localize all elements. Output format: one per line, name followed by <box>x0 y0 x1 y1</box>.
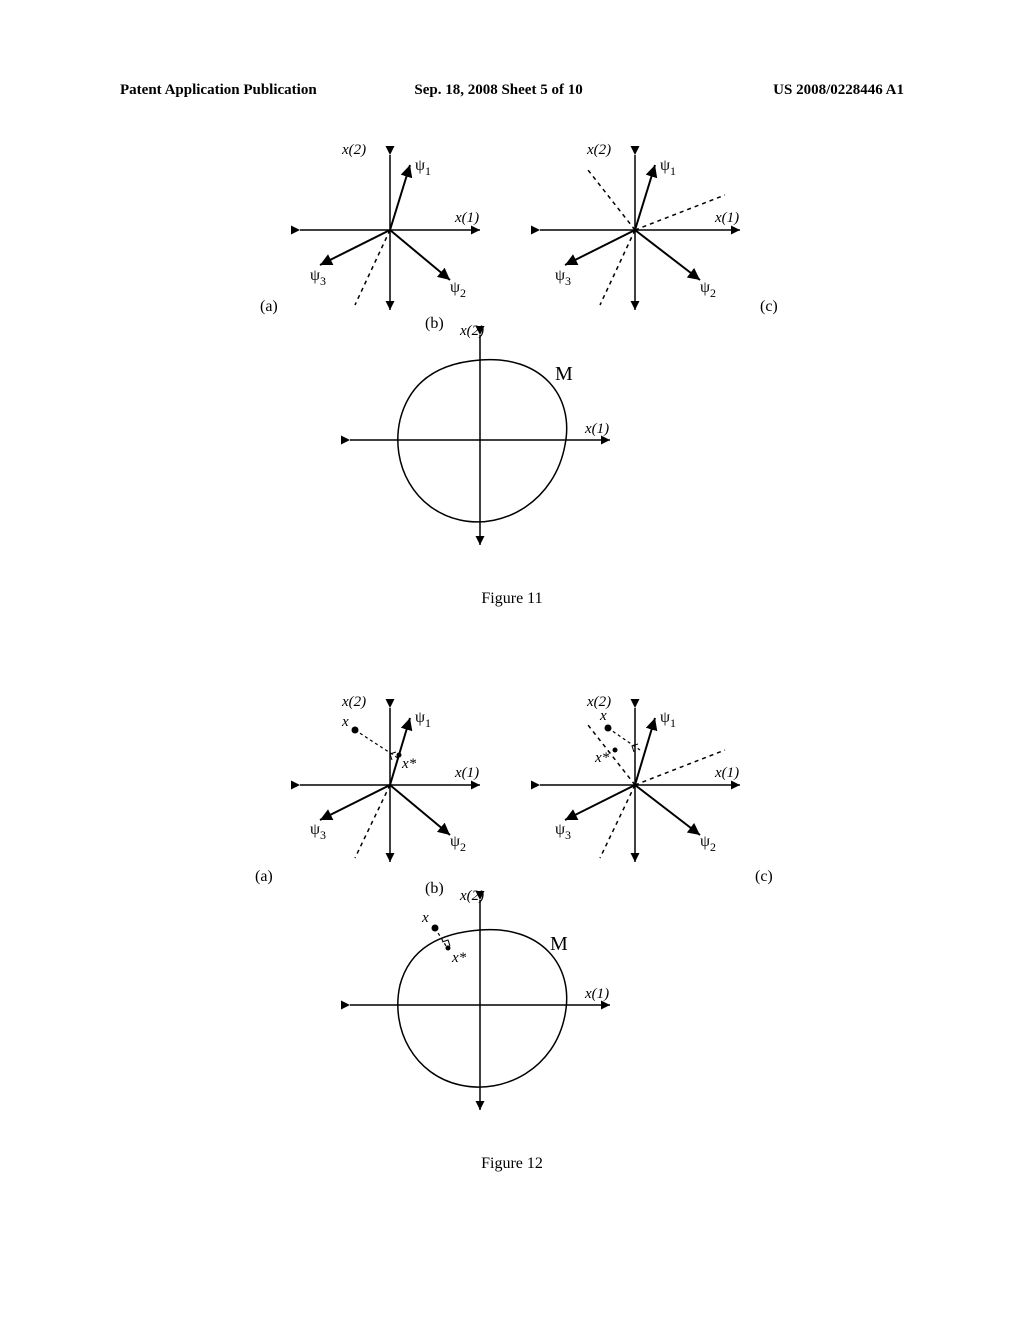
fig11b-xlabel: x(1) <box>584 421 609 437</box>
svg-text:ψ3: ψ3 <box>555 821 571 842</box>
fig11a-psi2: ψ <box>450 279 460 296</box>
fig12a-psi3s: 3 <box>320 828 326 842</box>
fig12c-psi2s: 2 <box>710 840 716 854</box>
fig12c-psi2: ψ <box>700 833 710 850</box>
fig11a-psi1s: 1 <box>425 164 431 178</box>
fig12a-ylabel: x(2) <box>341 694 366 710</box>
page: Patent Application Publication Sep. 18, … <box>0 0 1024 1320</box>
fig11-caption: Figure 11 <box>481 590 542 608</box>
fig11b-manifold: M <box>555 363 573 385</box>
svg-text:ψ3: ψ3 <box>310 821 326 842</box>
svg-text:ψ1: ψ1 <box>415 157 431 178</box>
fig12c-psi1: ψ <box>660 709 670 726</box>
svg-text:ψ3: ψ3 <box>555 267 571 288</box>
fig11a-ylabel: x(2) <box>341 142 366 158</box>
svg-text:ψ2: ψ2 <box>450 279 466 300</box>
header-right: US 2008/0228446 A1 <box>773 82 904 99</box>
fig12-panel-c: x(2) x(1) ψ1 ψ2 ψ3 x x* <box>520 690 760 870</box>
fig11-panel-a: x(2) x(1) ψ1 ψ2 ψ3 <box>280 140 500 320</box>
svg-text:ψ1: ψ1 <box>415 709 431 730</box>
fig12c-psi1s: 1 <box>670 716 676 730</box>
svg-text:ψ2: ψ2 <box>700 279 716 300</box>
fig12c-ylabel: x(2) <box>586 694 611 710</box>
fig12b-ylabel: x(2) <box>459 890 484 904</box>
fig11a-psi2s: 2 <box>460 286 466 300</box>
fig12c-psi3: ψ <box>555 821 565 838</box>
fig11c-psi1s: 1 <box>670 164 676 178</box>
fig12-panel-b: x(2) x(1) M x x* <box>330 890 630 1120</box>
header-center: Sep. 18, 2008 Sheet 5 of 10 <box>414 82 582 99</box>
fig12c-x: x <box>599 708 607 724</box>
svg-text:ψ2: ψ2 <box>450 833 466 854</box>
fig11a-psi1: ψ <box>415 157 425 174</box>
fig11-label-a: (a) <box>260 298 278 316</box>
fig12a-x: x <box>341 714 349 730</box>
fig12b-xstar: x* <box>451 950 467 966</box>
fig11c-psi2: ψ <box>700 279 710 296</box>
fig11c-psi3s: 3 <box>565 274 571 288</box>
fig12c-psi3s: 3 <box>565 828 571 842</box>
fig11a-psi3: ψ <box>310 267 320 284</box>
fig11-panel-b: x(2) x(1) M <box>330 325 630 555</box>
fig12-label-a: (a) <box>255 868 273 886</box>
fig12-panel-a: x(2) x(1) ψ1 ψ2 ψ3 x x* <box>280 690 500 870</box>
fig11c-ylabel: x(2) <box>586 142 611 158</box>
fig11c-psi3: ψ <box>555 267 565 284</box>
page-header: Patent Application Publication Sep. 18, … <box>120 82 904 99</box>
svg-text:ψ2: ψ2 <box>700 833 716 854</box>
fig12a-psi1s: 1 <box>425 716 431 730</box>
fig11a-xlabel: x(1) <box>454 210 479 226</box>
fig12b-manifold: M <box>550 933 568 955</box>
fig12c-xstar: x* <box>594 750 610 766</box>
fig11c-xlabel: x(1) <box>714 210 739 226</box>
fig11c-psi1: ψ <box>660 157 670 174</box>
fig12a-psi3: ψ <box>310 821 320 838</box>
fig11-label-c: (c) <box>760 298 778 316</box>
fig12a-psi1: ψ <box>415 709 425 726</box>
svg-text:ψ1: ψ1 <box>660 157 676 178</box>
fig12a-xstar: x* <box>401 756 417 772</box>
fig12-caption: Figure 12 <box>481 1155 543 1173</box>
svg-text:ψ3: ψ3 <box>310 267 326 288</box>
fig11b-ylabel: x(2) <box>459 325 484 339</box>
fig11a-psi3s: 3 <box>320 274 326 288</box>
fig12-label-c: (c) <box>755 868 773 886</box>
fig12c-xlabel: x(1) <box>714 765 739 781</box>
svg-text:ψ1: ψ1 <box>660 709 676 730</box>
fig12b-x: x <box>421 910 429 926</box>
header-left: Patent Application Publication <box>120 82 317 99</box>
fig12a-psi2s: 2 <box>460 840 466 854</box>
fig11-panel-c: x(2) x(1) ψ1 ψ2 ψ3 <box>520 140 760 320</box>
fig11c-psi2s: 2 <box>710 286 716 300</box>
fig12a-psi2: ψ <box>450 833 460 850</box>
fig12b-xlabel: x(1) <box>584 986 609 1002</box>
fig12a-xlabel: x(1) <box>454 765 479 781</box>
